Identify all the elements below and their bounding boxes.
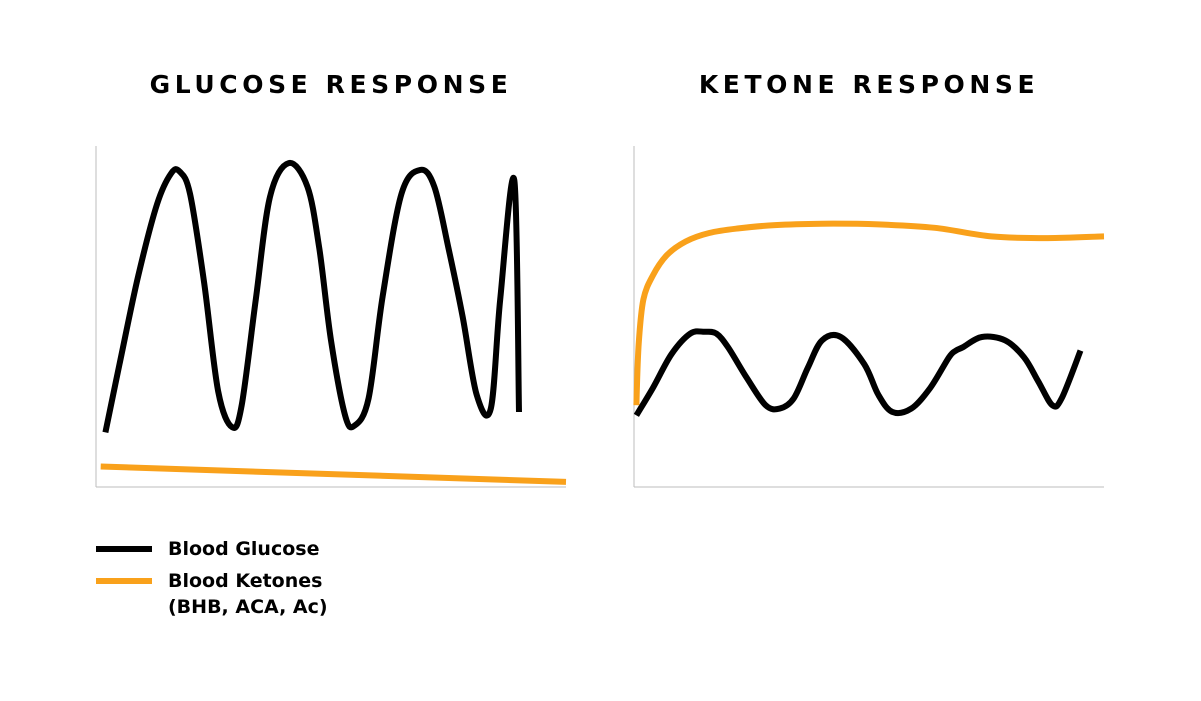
ketone-chart-title: KETONE RESPONSE [698, 70, 1040, 99]
legend-label-glucose: Blood Glucose [168, 538, 320, 560]
chart-1 [633, 146, 1105, 488]
glucose-swatch [96, 546, 152, 552]
blood-glucose-line [633, 328, 1084, 417]
ketones-swatch [96, 578, 152, 584]
blood-ketones-line [100, 463, 567, 485]
chart-0 [95, 146, 567, 488]
legend: Blood Glucose Blood Ketones (BHB, ACA, A… [96, 536, 328, 620]
glucose-chart-title: GLUCOSE RESPONSE [149, 70, 513, 99]
blood-glucose-line [102, 160, 522, 434]
legend-label-ketones: Blood Ketones [168, 570, 323, 592]
legend-ketones-note: (BHB, ACA, Ac) [168, 596, 328, 618]
legend-item-glucose: Blood Glucose [96, 536, 328, 568]
blood-ketones-line [633, 220, 1105, 406]
legend-item-ketones: Blood Ketones [96, 568, 328, 600]
